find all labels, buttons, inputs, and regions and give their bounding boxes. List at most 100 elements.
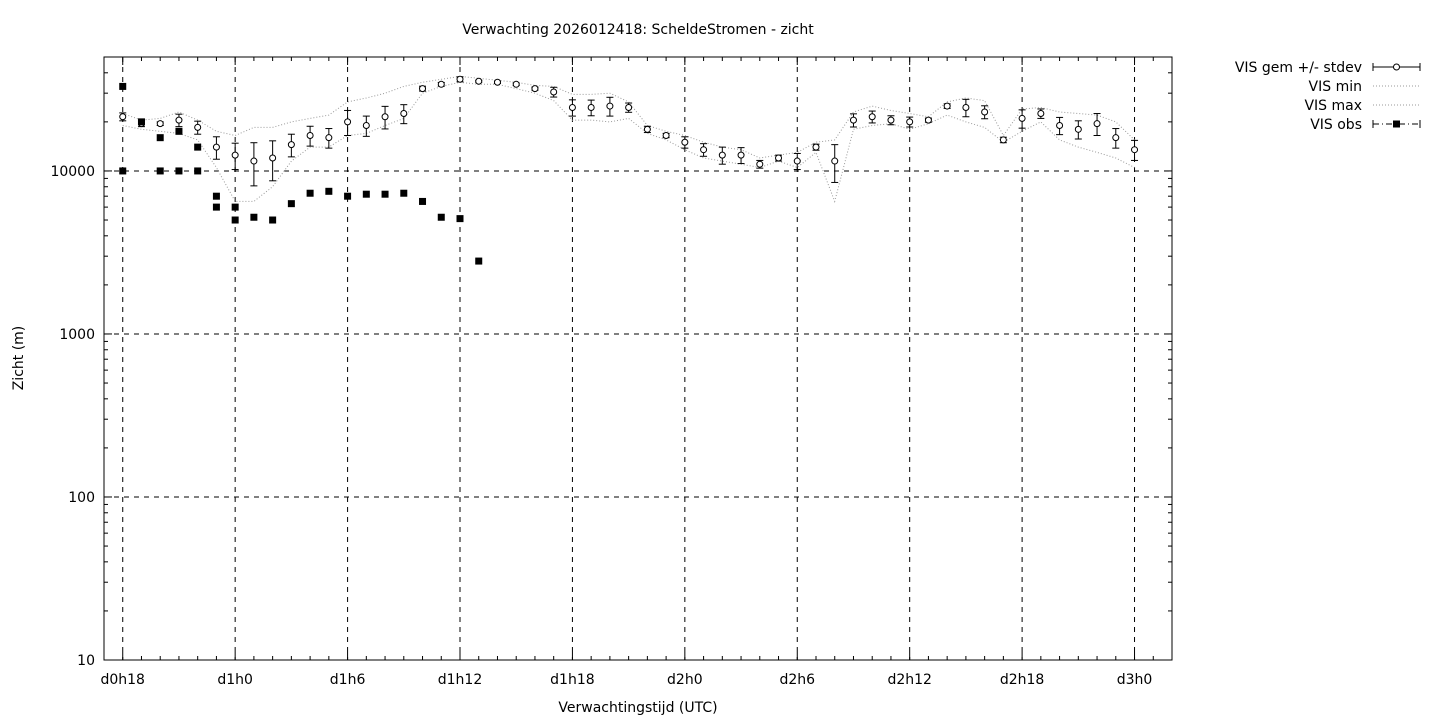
vis-gem-point xyxy=(306,131,314,139)
vis-gem-point xyxy=(493,78,501,86)
vis-gem-point xyxy=(700,146,708,154)
vis-obs-point xyxy=(212,192,220,200)
vis-obs-point xyxy=(156,167,164,175)
vis-gem-point xyxy=(606,102,614,110)
vis-gem-point xyxy=(568,104,576,112)
vis-obs-point xyxy=(250,213,258,221)
x-tick-label: d0h18 xyxy=(100,672,144,688)
plot-frame xyxy=(103,56,1173,661)
series-line-vis-min xyxy=(122,81,1135,204)
vis-gem-point xyxy=(625,104,633,112)
vis-gem-point xyxy=(269,154,277,162)
vis-gem-point xyxy=(981,108,989,116)
vis-gem-point xyxy=(381,113,389,121)
x-tick-label: d2h18 xyxy=(1000,672,1044,688)
vis-obs-point xyxy=(194,167,202,175)
vis-gem-point xyxy=(793,157,801,165)
vis-gem-point xyxy=(1131,146,1139,154)
vis-obs-point xyxy=(231,216,239,224)
vis-gem-point xyxy=(737,151,745,159)
y-tick-label: 10 xyxy=(77,653,95,669)
vis-gem-point xyxy=(250,157,258,165)
vis-gem-point xyxy=(718,151,726,159)
vis-gem-point xyxy=(849,116,857,124)
vis-gem-point xyxy=(1112,134,1120,142)
vis-obs-point xyxy=(400,189,408,197)
vis-obs-point xyxy=(137,118,145,126)
vis-gem-point xyxy=(943,102,951,110)
x-tick-label: d3h0 xyxy=(1117,672,1153,688)
vis-gem-point xyxy=(587,104,595,112)
vis-obs-point xyxy=(325,187,333,195)
vis-gem-point xyxy=(962,104,970,112)
vis-gem-point xyxy=(1074,125,1082,133)
vis-gem-point xyxy=(194,123,202,131)
series-layer xyxy=(119,75,1139,265)
x-axis-title: Verwachtingstijd (UTC) xyxy=(558,700,717,716)
vis-gem-point xyxy=(475,77,483,85)
x-tick-label: d1h12 xyxy=(438,672,482,688)
y-tick-label: 10000 xyxy=(50,164,95,180)
x-tick-label: d1h6 xyxy=(330,672,366,688)
vis-obs-point xyxy=(381,190,389,198)
vis-gem-point xyxy=(681,138,689,146)
vis-obs-point xyxy=(119,167,127,175)
vis-obs-point xyxy=(175,127,183,135)
vis-gem-point xyxy=(119,113,127,121)
vis-gem-point xyxy=(924,116,932,124)
vis-gem-point xyxy=(325,134,333,142)
x-tick-label: d1h18 xyxy=(550,672,594,688)
vis-gem-point xyxy=(756,160,764,168)
vis-gem-point xyxy=(999,136,1007,144)
y-axis-title: Zicht (m) xyxy=(11,326,27,391)
vis-obs-point xyxy=(269,216,277,224)
vis-obs-point xyxy=(119,82,127,90)
vis-gem-point xyxy=(1056,122,1064,130)
x-tick-label: d1h0 xyxy=(217,672,253,688)
legend: VIS gem +/- stdev VIS min VIS max VIS obs xyxy=(1235,60,1421,133)
vis-gem-point xyxy=(643,125,651,133)
vis-obs-point xyxy=(306,189,314,197)
series-line-vis-max xyxy=(122,75,1135,159)
vis-obs-point xyxy=(344,192,352,200)
vis-obs-point xyxy=(419,197,427,205)
vis-obs-point xyxy=(362,190,370,198)
vis-gem-point xyxy=(1037,110,1045,118)
vis-gem-point xyxy=(419,85,427,93)
x-tick-label: d2h12 xyxy=(887,672,931,688)
vis-obs-point xyxy=(194,143,202,151)
x-tick-label: d2h0 xyxy=(667,672,703,688)
vis-gem-point xyxy=(212,143,220,151)
legend-swatch-marker xyxy=(1393,120,1400,128)
vis-gem-point xyxy=(775,154,783,162)
vis-gem-point xyxy=(175,116,183,124)
vis-obs-point xyxy=(212,203,220,211)
vis-gem-point xyxy=(550,88,558,96)
y-tick-label: 100 xyxy=(68,490,95,506)
vis-gem-point xyxy=(362,122,370,130)
vis-obs-point xyxy=(287,200,295,208)
vis-gem-point xyxy=(456,75,464,83)
chart-title: Verwachting 2026012418: ScheldeStromen -… xyxy=(462,22,814,38)
vis-gem-point xyxy=(812,143,820,151)
vis-gem-point xyxy=(231,151,239,159)
x-tick-label: d2h6 xyxy=(779,672,815,688)
grid xyxy=(104,57,1172,660)
vis-obs-point xyxy=(175,167,183,175)
vis-gem-point xyxy=(831,157,839,165)
vis-gem-point xyxy=(1093,120,1101,128)
legend-label: VIS max xyxy=(1304,98,1362,114)
vis-gem-point xyxy=(662,131,670,139)
vis-gem-point xyxy=(437,80,445,88)
vis-gem-point xyxy=(344,118,352,126)
vis-obs-point xyxy=(231,203,239,211)
vis-gem-point xyxy=(1018,114,1026,122)
vis-gem-point xyxy=(156,120,164,128)
legend-swatch-marker xyxy=(1393,63,1400,71)
vis-gem-point xyxy=(400,110,408,118)
vis-gem-point xyxy=(531,85,539,93)
vis-obs-point xyxy=(156,134,164,142)
vis-obs-point xyxy=(456,215,464,223)
legend-label: VIS min xyxy=(1309,79,1362,95)
